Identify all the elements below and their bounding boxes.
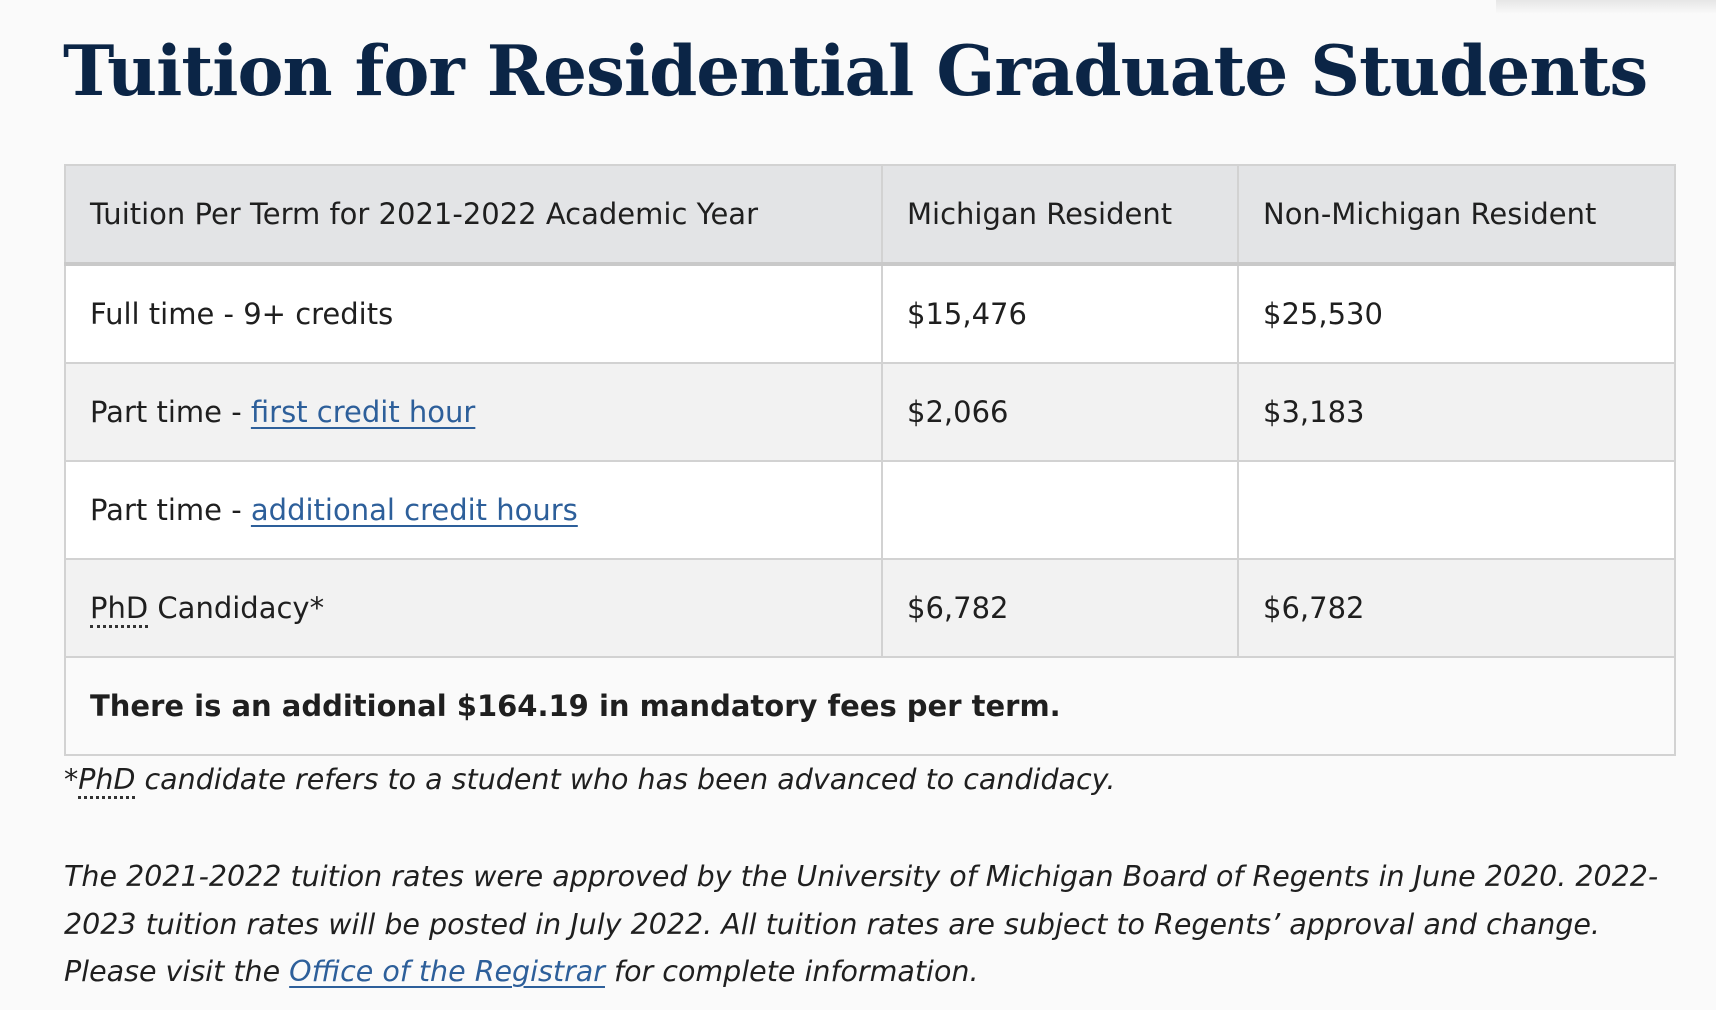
additional-credit-hours-link[interactable]: additional credit hours [250,493,578,527]
info-text-end: for complete information. [604,955,979,988]
row-label-prefix: Part time - [90,395,251,429]
footnote-asterisk: * [64,763,79,796]
phd-abbreviation[interactable]: PhD [78,763,136,799]
michigan-value: $6,782 [881,558,1239,658]
table-row: PhD Candidacy* $6,782 $6,782 [64,558,1676,658]
non-michigan-value: $3,183 [1237,362,1676,462]
row-label: Part time - first credit hour [64,362,883,462]
table-header-row: Tuition Per Term for 2021-2022 Academic … [64,164,1676,266]
row-label: PhD Candidacy* [64,558,883,658]
tuition-approval-info: The 2021-2022 tuition rates were approve… [64,853,1684,996]
mandatory-fees-row: There is an additional $164.19 in mandat… [64,656,1676,756]
table-row: Part time - first credit hour $2,066 $3,… [64,362,1676,462]
phd-abbreviation[interactable]: PhD [90,591,149,628]
first-credit-hour-link[interactable]: first credit hour [250,395,476,429]
phd-footnote: *PhD candidate refers to a student who h… [64,762,1116,799]
header-michigan-resident: Michigan Resident [881,164,1239,266]
registrar-link[interactable]: Office of the Registrar [289,955,605,988]
row-label: Full time - 9+ credits [64,263,883,364]
michigan-value: $15,476 [881,263,1239,364]
mandatory-fees-note: There is an additional $164.19 in mandat… [64,656,1676,756]
non-michigan-value: $25,530 [1237,263,1676,364]
row-label-suffix: Candidacy* [148,591,325,625]
header-term: Tuition Per Term for 2021-2022 Academic … [64,164,883,266]
tuition-table: Tuition Per Term for 2021-2022 Academic … [64,164,1676,756]
top-right-shadow [1496,0,1716,14]
footnote-text: candidate refers to a student who has be… [135,763,1116,796]
row-label-prefix: Part time - [90,493,251,527]
michigan-value: $2,066 [881,362,1239,462]
header-non-michigan-resident: Non-Michigan Resident [1237,164,1676,266]
row-label: Part time - additional credit hours [64,460,883,560]
table-row: Full time - 9+ credits $15,476 $25,530 [64,263,1676,364]
page-title: Tuition for Residential Graduate Student… [63,31,1648,112]
non-michigan-value: $6,782 [1237,558,1676,658]
table-row: Part time - additional credit hours [64,460,1676,560]
info-text: The 2021-2022 tuition rates were approve… [64,860,1659,988]
michigan-value [881,460,1239,560]
non-michigan-value [1237,460,1676,560]
